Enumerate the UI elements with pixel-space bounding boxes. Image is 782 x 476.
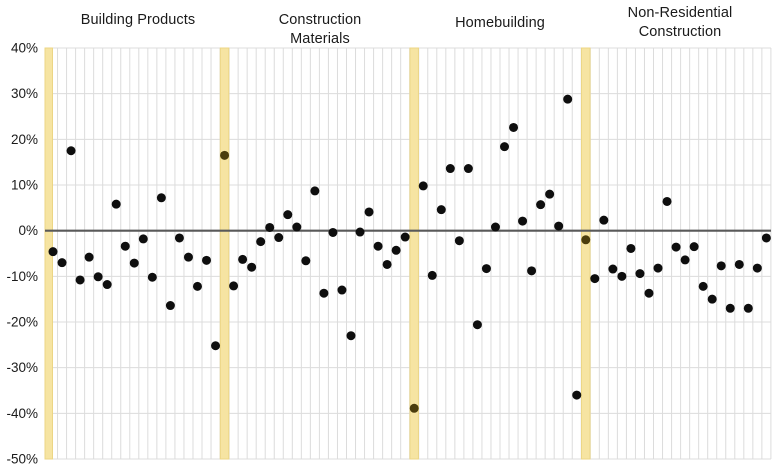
data-point [364, 207, 374, 217]
data-point [346, 331, 356, 341]
y-axis-tick-label: -50% [6, 452, 38, 467]
data-point [418, 181, 428, 191]
data-point [590, 274, 600, 284]
data-point [599, 215, 609, 225]
y-axis-tick-label: -20% [6, 315, 38, 330]
data-point [301, 256, 311, 266]
data-point [229, 281, 239, 291]
data-point [545, 189, 555, 199]
data-point [481, 264, 491, 274]
data-point [156, 193, 166, 203]
data-point [536, 200, 546, 210]
data-point [445, 164, 455, 174]
data-point [319, 288, 329, 298]
data-point [563, 94, 573, 104]
data-point [391, 245, 401, 255]
data-point [328, 227, 338, 237]
data-point [292, 222, 302, 232]
data-point [707, 294, 717, 304]
data-point [265, 222, 275, 232]
section-title-construction-materials: Construction Materials [278, 12, 362, 47]
data-point [183, 252, 193, 262]
data-point [490, 222, 500, 232]
data-point [256, 237, 266, 247]
data-point [680, 255, 690, 265]
y-axis-tick-label: 20% [11, 132, 38, 147]
data-point [500, 142, 509, 152]
data-point [211, 341, 221, 351]
data-point [111, 199, 121, 209]
data-point [373, 241, 383, 251]
data-point [554, 221, 564, 231]
y-axis-tick-label: -10% [6, 269, 38, 284]
data-point [57, 258, 67, 268]
data-point [192, 281, 202, 291]
y-axis-tick-label: -30% [6, 360, 38, 375]
data-point [138, 234, 148, 244]
divider-data-point [409, 403, 419, 413]
section-divider-band [219, 47, 230, 460]
divider-data-point [220, 150, 230, 160]
data-point [337, 285, 347, 295]
data-point [310, 186, 320, 196]
y-axis-tick-label: 0% [18, 223, 38, 238]
data-point [75, 275, 85, 285]
data-point [93, 272, 103, 282]
data-point [572, 390, 582, 400]
section-title-homebuilding: Homebuilding [455, 15, 545, 31]
data-point [283, 210, 293, 220]
data-point [66, 146, 76, 156]
data-point [463, 164, 473, 174]
data-point [689, 242, 699, 252]
data-point [202, 255, 212, 265]
data-point [238, 254, 248, 264]
data-point [165, 301, 175, 311]
data-point [247, 262, 257, 272]
data-point [698, 281, 708, 291]
data-point [427, 270, 437, 280]
data-point [725, 303, 735, 313]
y-axis-tick-label: 30% [11, 86, 38, 101]
data-point [174, 233, 184, 243]
y-axis-tick-label: 40% [11, 41, 38, 56]
data-point [716, 261, 726, 271]
data-point [129, 258, 139, 268]
data-point [400, 232, 410, 242]
data-point [617, 271, 627, 281]
data-point [635, 269, 645, 279]
data-point [527, 266, 537, 276]
section-title-non-residential-construction: Non-Residential Construction [627, 5, 733, 40]
data-point [518, 216, 528, 226]
data-point [509, 122, 519, 132]
data-point [48, 247, 58, 257]
data-point [608, 264, 618, 274]
data-point [653, 263, 663, 273]
data-point [626, 243, 636, 253]
data-point [454, 236, 464, 246]
data-point [743, 303, 753, 313]
data-point [662, 196, 672, 206]
divider-data-point [581, 235, 591, 245]
data-point [355, 227, 365, 237]
y-axis-tick-label: -40% [6, 406, 38, 421]
data-point [147, 272, 157, 282]
y-axis-tick-label: 10% [11, 178, 38, 193]
data-point [761, 233, 771, 243]
data-point [436, 205, 446, 215]
data-point [671, 242, 681, 252]
data-point [734, 259, 744, 269]
data-point [84, 252, 94, 262]
data-point [102, 280, 112, 290]
section-divider-band [409, 47, 419, 460]
data-point [120, 241, 130, 251]
data-point [472, 320, 482, 330]
section-title-building-products: Building Products [80, 12, 196, 28]
data-point [274, 233, 284, 243]
section-divider-band [581, 47, 591, 460]
data-point [644, 288, 654, 298]
data-point [752, 263, 762, 273]
data-point [382, 259, 392, 269]
